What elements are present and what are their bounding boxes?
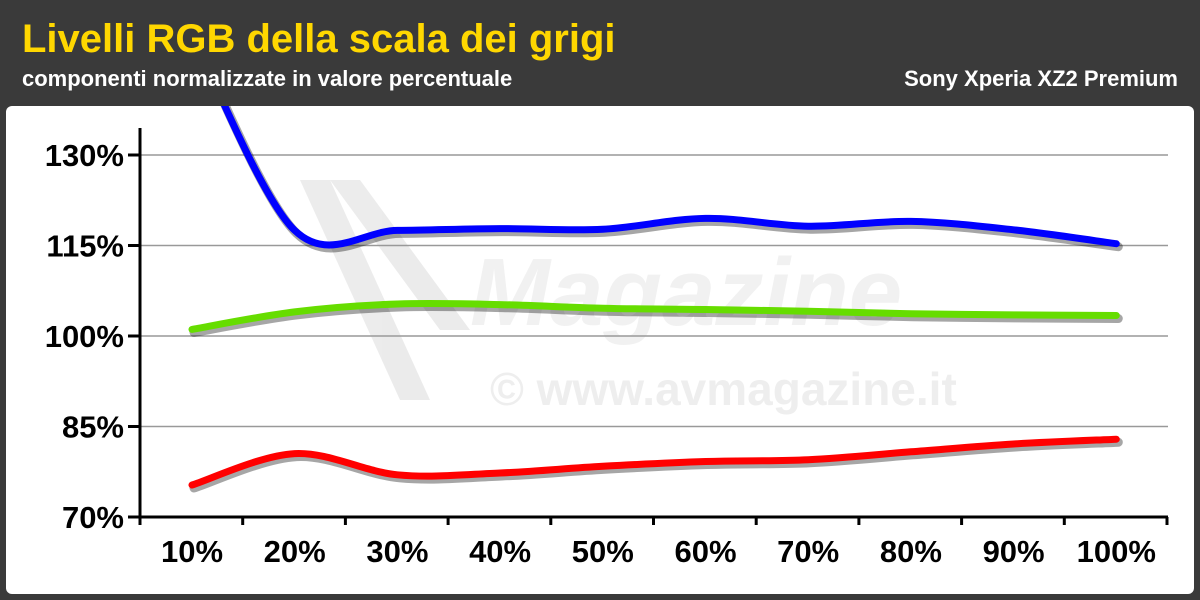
x-tick-label: 100% bbox=[1077, 534, 1156, 569]
x-tick-label: 90% bbox=[983, 534, 1045, 569]
series-line-green bbox=[188, 299, 1120, 333]
chart-title: Livelli RGB della scala dei grigi bbox=[22, 17, 616, 61]
chart-subtitle: componenti normalizzate in valore percen… bbox=[22, 66, 512, 91]
y-tick-label: 100% bbox=[45, 319, 124, 354]
x-tick-label: 80% bbox=[880, 534, 942, 569]
y-tick-label: 70% bbox=[62, 500, 124, 535]
y-tick-label: 130% bbox=[45, 138, 124, 173]
plot-panel bbox=[6, 106, 1194, 594]
x-tick-label: 30% bbox=[366, 534, 428, 569]
watermark-brand: Magazine bbox=[470, 239, 902, 346]
grid-layer bbox=[140, 154, 1168, 428]
x-tick-label: 50% bbox=[572, 534, 634, 569]
series-line-blue bbox=[220, 106, 1120, 249]
x-tick-label: 20% bbox=[264, 534, 326, 569]
watermark-copyright: © www.avmagazine.it bbox=[490, 363, 957, 415]
watermark: Magazine © www.avmagazine.it bbox=[300, 180, 957, 415]
x-tick-label: 40% bbox=[469, 534, 531, 569]
header-background bbox=[0, 0, 1200, 100]
series-line-red bbox=[188, 435, 1120, 489]
device-label: Sony Xperia XZ2 Premium bbox=[904, 66, 1178, 91]
x-tick-label: 10% bbox=[161, 534, 223, 569]
x-tick-label: 70% bbox=[777, 534, 839, 569]
y-tick-label: 115% bbox=[46, 229, 124, 264]
watermark-logo-icon bbox=[300, 180, 470, 400]
series-layer bbox=[188, 106, 1123, 493]
x-tick-label: 60% bbox=[674, 534, 736, 569]
axis-layer: 70% 85% 100% 115% 130% 10% 20% 30% 40% 50% 60% 70% 8… bbox=[45, 128, 1169, 569]
y-tick-label: 85% bbox=[62, 410, 124, 445]
